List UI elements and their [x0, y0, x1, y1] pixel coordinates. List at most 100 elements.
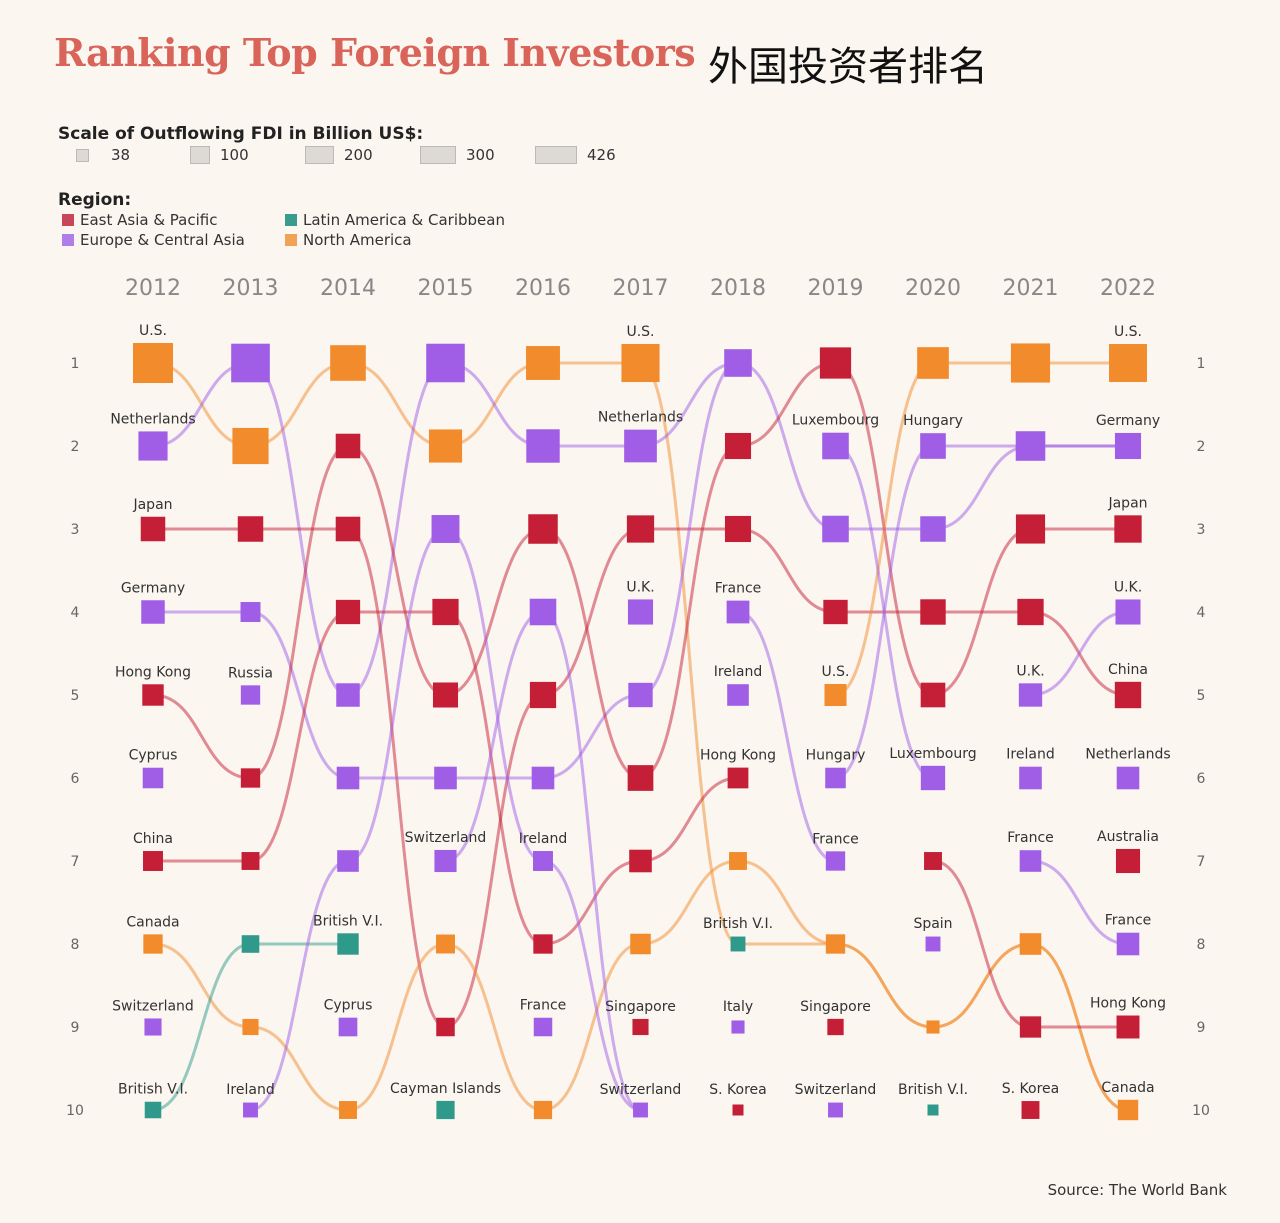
data-point-square [920, 682, 946, 708]
data-point-square [1116, 1015, 1140, 1039]
data-point-square [337, 850, 359, 872]
country-label: Singapore [605, 999, 676, 1015]
country-label: Germany [121, 580, 185, 596]
chart-title: Ranking Top Foreign Investors [54, 30, 696, 75]
rank-tick-label-left: 1 [71, 356, 80, 372]
country-label: France [1007, 830, 1054, 846]
country-label: Ireland [714, 664, 762, 680]
scale-label: 426 [587, 146, 616, 164]
data-point-square [917, 347, 949, 379]
data-point-square [436, 1017, 455, 1037]
data-point-square [629, 849, 652, 873]
country-label: Cyprus [324, 998, 373, 1014]
country-label: Ireland [519, 831, 567, 847]
scale-box-426 [535, 146, 577, 164]
data-point-square [827, 1018, 844, 1036]
data-point-square [724, 432, 752, 460]
year-tick-label: 2019 [808, 276, 864, 301]
scale-label: 100 [220, 146, 249, 164]
rank-tick-label-right: 10 [1192, 1103, 1210, 1119]
data-point-square [825, 851, 846, 871]
country-label: U.K. [1016, 663, 1044, 679]
data-point-square [824, 683, 847, 707]
data-point-square [1117, 1099, 1139, 1121]
data-point-square [133, 343, 173, 383]
country-label: Hong Kong [115, 664, 191, 680]
scale-box-100 [190, 146, 210, 164]
ranking-line [151, 942, 350, 1112]
data-point-square [633, 1102, 648, 1118]
region-label: North America [303, 231, 412, 249]
data-point-square [1114, 432, 1142, 460]
region-legend-europe: Europe & Central Asia [62, 231, 245, 249]
rank-tick-label-left: 2 [71, 439, 80, 455]
data-point-square [529, 681, 557, 709]
rank-tick-label-right: 1 [1197, 356, 1206, 372]
year-tick-label: 2014 [320, 276, 376, 301]
scale-box-200 [305, 146, 334, 164]
country-label: Canada [1101, 1080, 1154, 1096]
rank-tick-label-right: 7 [1197, 854, 1206, 870]
scale-box-300 [420, 146, 456, 164]
country-label: Hungary [806, 748, 866, 764]
country-label: U.S. [139, 323, 167, 339]
country-label: U.S. [821, 664, 849, 680]
rank-tick-label-right: 2 [1197, 439, 1206, 455]
rank-tick-label-right: 8 [1197, 937, 1206, 953]
country-label: China [133, 831, 173, 847]
scale-box-38 [76, 148, 89, 162]
data-point-square [926, 1020, 940, 1034]
data-point-square [822, 432, 849, 460]
country-label: Italy [723, 999, 753, 1015]
country-label: Hong Kong [1090, 996, 1166, 1012]
scale-legend-title: Scale of Outflowing FDI in Billion US$: [58, 124, 424, 144]
country-label: France [812, 831, 859, 847]
country-label: Switzerland [795, 1082, 877, 1098]
country-label: Luxembourg [792, 413, 879, 429]
region-label: East Asia & Pacific [80, 211, 218, 229]
data-point-square [927, 1104, 939, 1116]
country-label: Switzerland [600, 1082, 682, 1098]
data-point-square [526, 429, 560, 463]
country-label: Singapore [800, 999, 871, 1015]
data-point-square [1114, 515, 1142, 543]
data-point-square [1116, 766, 1140, 790]
year-tick-label: 2012 [125, 276, 181, 301]
data-point-square [727, 767, 749, 789]
data-point-square [240, 768, 261, 788]
country-label: S. Korea [1002, 1081, 1059, 1097]
data-point-square [335, 599, 361, 625]
data-point-square [336, 766, 360, 790]
data-point-square [731, 1020, 745, 1034]
ranking-line [931, 859, 1130, 1029]
country-label: Switzerland [112, 998, 194, 1014]
data-point-square [240, 602, 261, 622]
data-point-square [436, 1100, 455, 1120]
data-point-square [1019, 933, 1042, 955]
year-tick-label: 2017 [613, 276, 669, 301]
region-legend-east-asia: East Asia & Pacific [62, 211, 217, 229]
data-point-square [143, 851, 163, 871]
data-point-square [144, 1018, 162, 1036]
rank-tick-label-right: 9 [1197, 1020, 1206, 1036]
data-point-square [241, 852, 260, 870]
data-point-square [432, 682, 459, 708]
country-label: France [1105, 913, 1152, 929]
data-point-square [621, 343, 660, 383]
data-point-square [533, 1017, 553, 1037]
country-label: British V.I. [898, 1082, 968, 1098]
data-point-square [436, 934, 455, 954]
country-label: Australia [1097, 829, 1159, 845]
scale-legend-item: 100 [190, 146, 249, 164]
country-label: France [520, 998, 567, 1014]
rank-tick-label-left: 3 [71, 522, 80, 538]
source-note: Source: The World Bank [1047, 1181, 1227, 1199]
data-point-square [533, 934, 553, 954]
country-label: U.S. [1114, 324, 1142, 340]
data-point-square [241, 935, 260, 953]
ranking-line [736, 610, 837, 863]
data-point-square [727, 684, 749, 706]
data-point-square [335, 433, 361, 459]
data-point-square [1019, 1016, 1042, 1038]
